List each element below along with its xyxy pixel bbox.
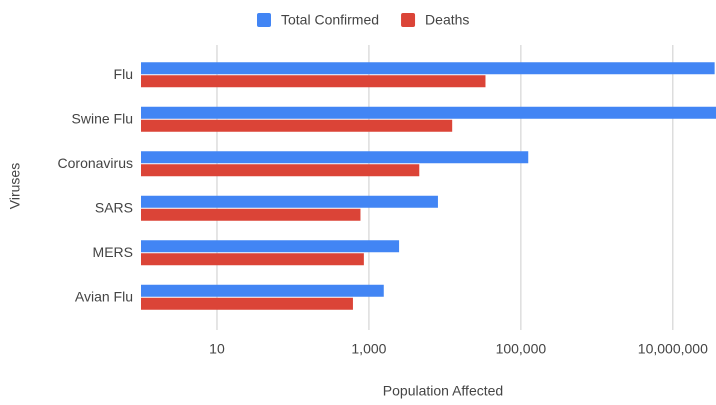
bar	[141, 62, 715, 75]
bar	[141, 164, 420, 177]
bar	[141, 208, 361, 221]
grid	[216, 45, 674, 330]
bar	[141, 75, 486, 88]
y-axis-title: Viruses	[7, 163, 23, 209]
bar	[141, 151, 529, 164]
bar	[141, 297, 353, 310]
x-tick-label: 1,000	[351, 341, 386, 357]
bar	[141, 119, 453, 132]
bars	[141, 62, 716, 310]
bar	[141, 253, 364, 266]
bar	[141, 106, 716, 119]
legend-label: Deaths	[425, 12, 469, 28]
y-tick-label: Swine Flu	[72, 110, 133, 126]
x-tick-label: 10,000,000	[638, 341, 708, 357]
y-tick-label: Coronavirus	[58, 155, 133, 171]
legend-swatch	[257, 13, 271, 27]
legend-swatch	[401, 13, 416, 27]
y-tick-label: SARS	[95, 199, 133, 215]
x-tick-label: 10	[209, 341, 225, 357]
bar	[141, 195, 438, 208]
bar	[141, 284, 384, 297]
y-tick-label: Avian Flu	[75, 288, 133, 304]
x-tick-label: 100,000	[496, 341, 547, 357]
x-axis-title: Population Affected	[383, 383, 503, 399]
legend-label: Total Confirmed	[281, 12, 379, 28]
y-tick-label: MERS	[93, 244, 133, 260]
y-tick-label: Flu	[114, 66, 133, 82]
bar	[141, 240, 400, 253]
